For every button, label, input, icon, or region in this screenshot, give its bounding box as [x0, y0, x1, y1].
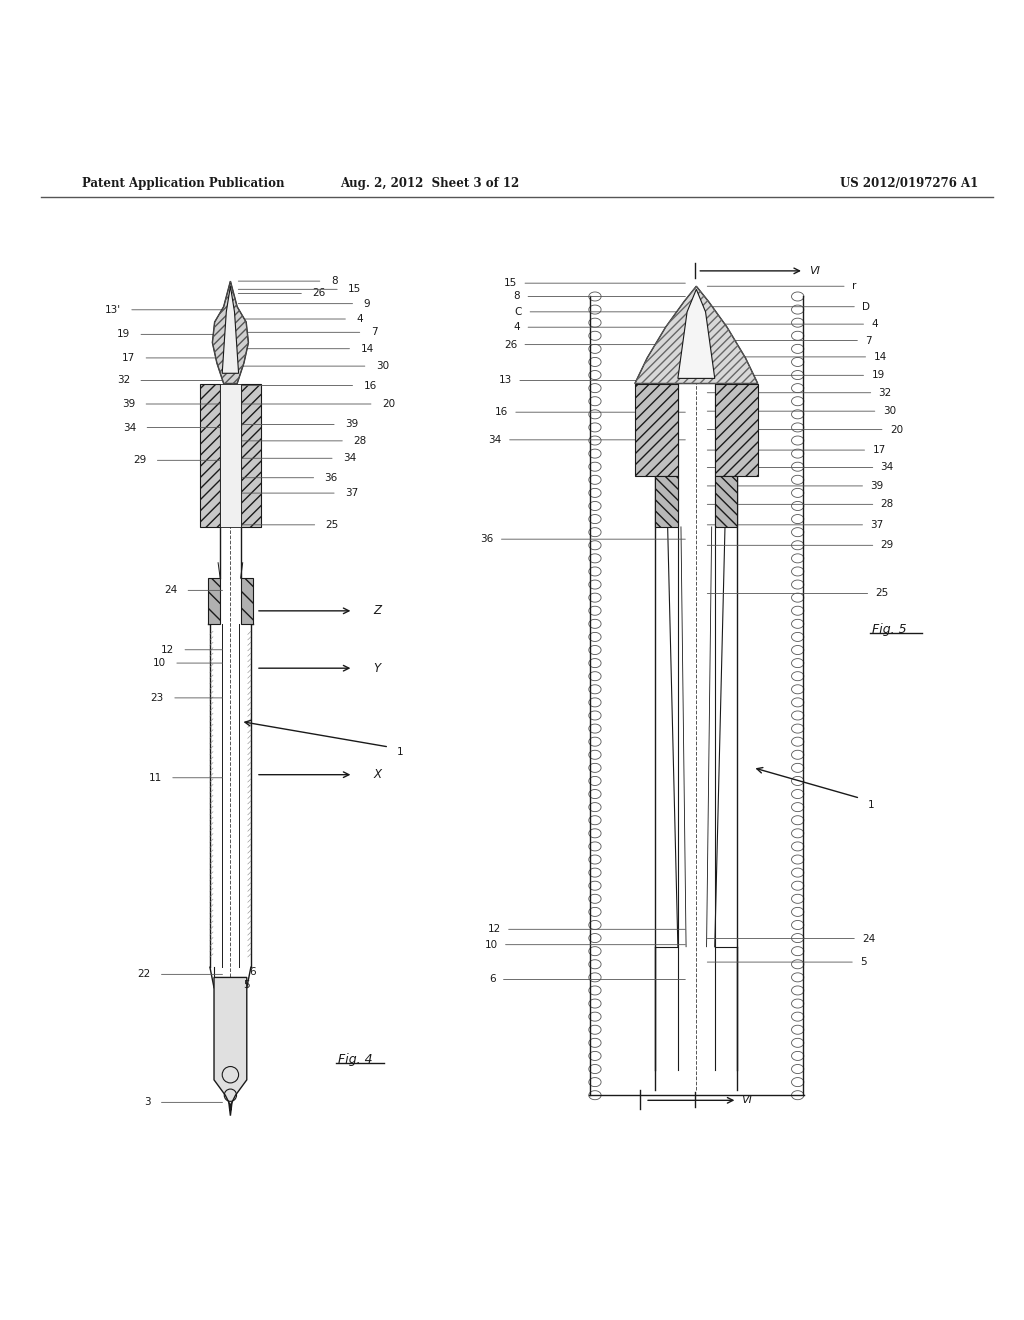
Text: 4: 4 — [514, 322, 520, 333]
Polygon shape — [241, 384, 261, 527]
Text: 34: 34 — [488, 434, 502, 445]
Text: 7: 7 — [865, 335, 871, 346]
Text: 37: 37 — [870, 520, 884, 529]
Text: 14: 14 — [360, 343, 374, 354]
Text: 39: 39 — [122, 399, 135, 409]
Text: 14: 14 — [873, 352, 887, 362]
Text: 36: 36 — [480, 535, 494, 544]
Text: VI: VI — [809, 265, 820, 276]
Polygon shape — [220, 384, 241, 527]
Polygon shape — [635, 384, 678, 475]
Text: 26: 26 — [312, 288, 326, 298]
Text: Aug. 2, 2012  Sheet 3 of 12: Aug. 2, 2012 Sheet 3 of 12 — [340, 177, 520, 190]
Text: 20: 20 — [890, 425, 903, 434]
Text: 1: 1 — [397, 747, 403, 758]
Text: 23: 23 — [151, 693, 164, 702]
Text: 6: 6 — [489, 974, 496, 985]
Text: C: C — [515, 306, 522, 317]
Polygon shape — [218, 1003, 243, 1115]
Text: 39: 39 — [345, 420, 358, 429]
Text: 5: 5 — [243, 979, 249, 990]
Text: 12: 12 — [161, 644, 174, 655]
Text: 26: 26 — [504, 339, 517, 350]
Text: 19: 19 — [871, 371, 885, 380]
Text: Z: Z — [374, 605, 382, 618]
Polygon shape — [655, 475, 678, 527]
Text: 16: 16 — [364, 380, 377, 391]
Text: 25: 25 — [326, 520, 339, 529]
Text: 9: 9 — [364, 298, 370, 309]
Text: 34: 34 — [881, 462, 894, 473]
Text: 30: 30 — [376, 362, 389, 371]
Text: 10: 10 — [153, 659, 166, 668]
Polygon shape — [212, 281, 249, 384]
Text: 29: 29 — [881, 540, 894, 550]
Text: 22: 22 — [137, 969, 151, 979]
Text: Y: Y — [374, 661, 381, 675]
Text: VI: VI — [741, 1096, 753, 1105]
Text: 3: 3 — [144, 1097, 151, 1107]
Text: 15: 15 — [504, 279, 517, 288]
Text: 4: 4 — [871, 319, 878, 329]
Polygon shape — [715, 384, 758, 475]
Text: 13: 13 — [499, 375, 512, 385]
Text: 34: 34 — [343, 453, 356, 463]
Text: D: D — [862, 302, 870, 312]
Text: 28: 28 — [353, 436, 367, 446]
Text: 8: 8 — [331, 276, 337, 286]
Text: r: r — [852, 281, 856, 292]
Text: 28: 28 — [881, 499, 894, 510]
Text: Patent Application Publication: Patent Application Publication — [82, 177, 285, 190]
Text: 24: 24 — [862, 933, 876, 944]
Polygon shape — [214, 977, 247, 1105]
Text: 29: 29 — [133, 455, 146, 466]
Text: 5: 5 — [860, 957, 866, 968]
Text: 15: 15 — [348, 284, 361, 294]
Text: 8: 8 — [514, 292, 520, 301]
Text: X: X — [374, 768, 382, 781]
Polygon shape — [678, 289, 715, 379]
Text: 16: 16 — [495, 407, 508, 417]
Text: 20: 20 — [382, 399, 395, 409]
Polygon shape — [208, 578, 220, 624]
Text: US 2012/0197276 A1: US 2012/0197276 A1 — [840, 177, 978, 190]
Text: 32: 32 — [879, 388, 892, 397]
Text: 30: 30 — [883, 407, 896, 416]
Polygon shape — [715, 475, 737, 527]
Text: 6: 6 — [249, 968, 255, 977]
Polygon shape — [200, 384, 220, 527]
Text: Fig. 4: Fig. 4 — [338, 1053, 373, 1065]
Text: 19: 19 — [117, 330, 130, 339]
Text: 32: 32 — [117, 375, 130, 385]
Text: 12: 12 — [487, 924, 501, 935]
Text: Fig. 5: Fig. 5 — [872, 623, 907, 636]
Text: 34: 34 — [123, 422, 136, 433]
Text: 24: 24 — [164, 585, 177, 595]
Text: 4: 4 — [356, 314, 362, 323]
Text: 36: 36 — [325, 473, 338, 483]
Polygon shape — [635, 286, 758, 384]
Text: 37: 37 — [345, 488, 358, 498]
Text: 13': 13' — [104, 305, 121, 314]
Text: 17: 17 — [872, 445, 886, 455]
Polygon shape — [241, 578, 253, 624]
Polygon shape — [222, 286, 239, 374]
Text: 10: 10 — [484, 940, 498, 949]
Text: 11: 11 — [148, 772, 162, 783]
Text: 17: 17 — [122, 352, 135, 363]
Text: 39: 39 — [870, 480, 884, 491]
Text: 1: 1 — [867, 800, 873, 810]
Text: 25: 25 — [876, 589, 889, 598]
Text: 7: 7 — [371, 327, 377, 338]
